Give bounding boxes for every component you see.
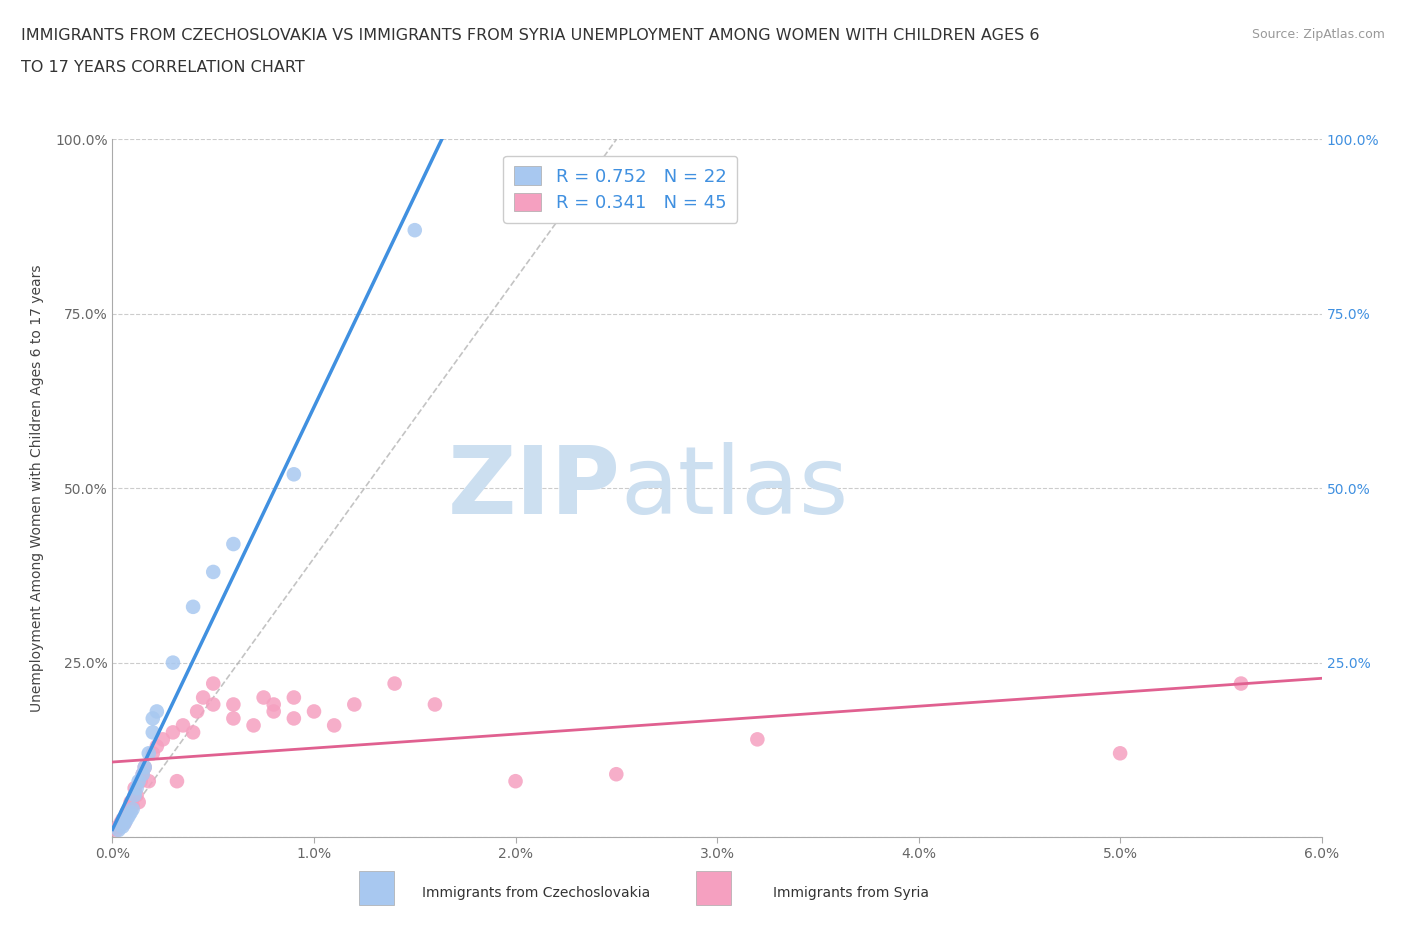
Point [138, 746, 160, 761]
FancyBboxPatch shape [696, 871, 731, 905]
Point [202, 698, 225, 712]
Point [222, 711, 245, 725]
Point [747, 732, 769, 747]
Point [115, 812, 138, 827]
Text: IMMIGRANTS FROM CZECHOSLOVAKIA VS IMMIGRANTS FROM SYRIA UNEMPLOYMENT AMONG WOMEN: IMMIGRANTS FROM CZECHOSLOVAKIA VS IMMIGR… [21, 28, 1039, 43]
Point [132, 766, 155, 781]
Point [105, 823, 128, 838]
Point [114, 816, 136, 830]
Point [283, 711, 305, 725]
Point [242, 718, 264, 733]
Point [128, 774, 150, 789]
Point [162, 656, 184, 671]
Point [283, 467, 305, 482]
Point [111, 819, 134, 834]
Point [125, 781, 148, 796]
Point [114, 816, 136, 830]
Point [1230, 676, 1253, 691]
Point [142, 746, 165, 761]
Point [115, 805, 138, 820]
Point [162, 725, 184, 740]
Point [128, 794, 150, 809]
Point [343, 698, 366, 712]
Point [323, 718, 346, 733]
Point [111, 812, 134, 827]
Point [423, 698, 446, 712]
Point [263, 698, 285, 712]
Point [181, 600, 204, 615]
Point [125, 788, 148, 803]
Y-axis label: Unemployment Among Women with Children Ages 6 to 17 years: Unemployment Among Women with Children A… [30, 264, 44, 712]
Text: TO 17 YEARS CORRELATION CHART: TO 17 YEARS CORRELATION CHART [21, 60, 305, 75]
Point [121, 802, 143, 817]
Point [253, 690, 276, 705]
Point [120, 805, 142, 820]
Point [124, 788, 146, 803]
Point [505, 774, 527, 789]
Text: ZIP: ZIP [447, 443, 620, 534]
Point [202, 676, 225, 691]
Point [152, 732, 174, 747]
Point [117, 809, 139, 824]
Point [186, 704, 208, 719]
Point [283, 690, 305, 705]
Point [129, 774, 152, 789]
Point [107, 819, 129, 834]
Point [142, 725, 165, 740]
Point [121, 798, 143, 813]
Point [110, 816, 132, 830]
Point [172, 718, 194, 733]
Point [142, 711, 165, 725]
Legend: R = 0.752   N = 22, R = 0.341   N = 45: R = 0.752 N = 22, R = 0.341 N = 45 [503, 155, 737, 223]
Point [202, 565, 225, 579]
Point [124, 781, 146, 796]
Point [107, 823, 129, 838]
Point [605, 766, 627, 781]
Point [191, 690, 214, 705]
Point [117, 802, 139, 817]
Point [138, 774, 160, 789]
Point [132, 766, 155, 781]
FancyBboxPatch shape [359, 871, 394, 905]
Text: Immigrants from Syria: Immigrants from Syria [773, 885, 929, 900]
Point [222, 537, 245, 551]
Point [384, 676, 406, 691]
Text: atlas: atlas [620, 443, 849, 534]
Text: Source: ZipAtlas.com: Source: ZipAtlas.com [1251, 28, 1385, 41]
Point [263, 704, 285, 719]
Point [134, 760, 156, 775]
Point [120, 794, 142, 809]
Point [181, 725, 204, 740]
Point [166, 774, 188, 789]
Point [222, 698, 245, 712]
Point [404, 223, 426, 238]
Point [302, 704, 325, 719]
Point [1109, 746, 1132, 761]
Point [146, 704, 169, 719]
Text: Immigrants from Czechoslovakia: Immigrants from Czechoslovakia [422, 885, 650, 900]
Point [146, 738, 169, 753]
Point [134, 760, 156, 775]
